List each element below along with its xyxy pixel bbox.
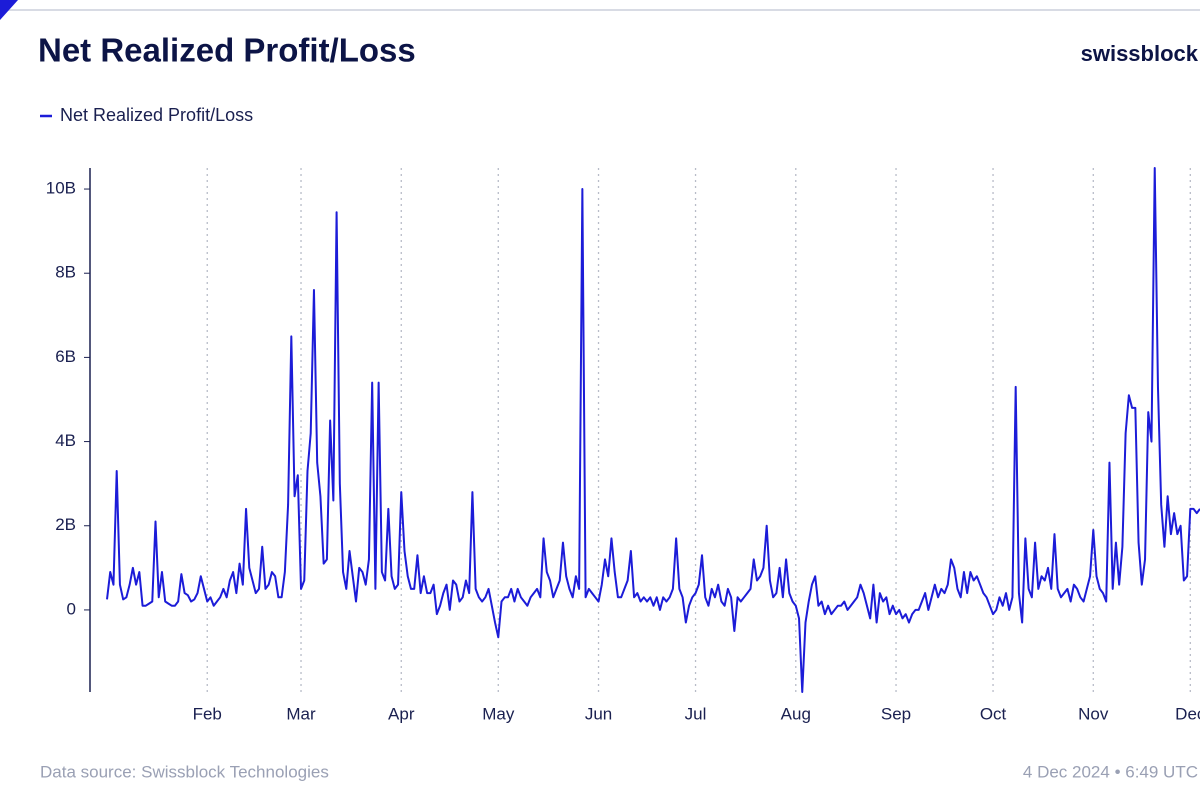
x-tick-label: May [482, 704, 515, 723]
corner-mark [0, 0, 18, 20]
x-tick-label: Nov [1078, 704, 1109, 723]
x-tick-label: Aug [781, 704, 811, 723]
y-tick-label: 0 [67, 599, 76, 618]
y-tick-label: 2B [55, 515, 76, 534]
y-tick-label: 10B [46, 179, 76, 198]
x-tick-label: Apr [388, 704, 415, 723]
x-tick-label: Dec [1175, 704, 1200, 723]
chart-title: Net Realized Profit/Loss [38, 32, 416, 69]
y-tick-label: 8B [55, 263, 76, 282]
legend-label: Net Realized Profit/Loss [60, 105, 253, 125]
x-tick-label: Mar [286, 704, 316, 723]
footer-timestamp: 4 Dec 2024 • 6:49 UTC [1023, 762, 1198, 781]
x-tick-label: Sep [881, 704, 911, 723]
y-tick-label: 6B [55, 347, 76, 366]
x-tick-label: Jul [685, 704, 707, 723]
y-tick-label: 4B [55, 431, 76, 450]
logo: swissblock [1081, 41, 1199, 66]
x-tick-label: Oct [980, 704, 1007, 723]
x-tick-label: Jun [585, 704, 612, 723]
data-line [106, 167, 1200, 693]
footer-source: Data source: Swissblock Technologies [40, 762, 329, 781]
x-tick-label: Feb [193, 704, 222, 723]
